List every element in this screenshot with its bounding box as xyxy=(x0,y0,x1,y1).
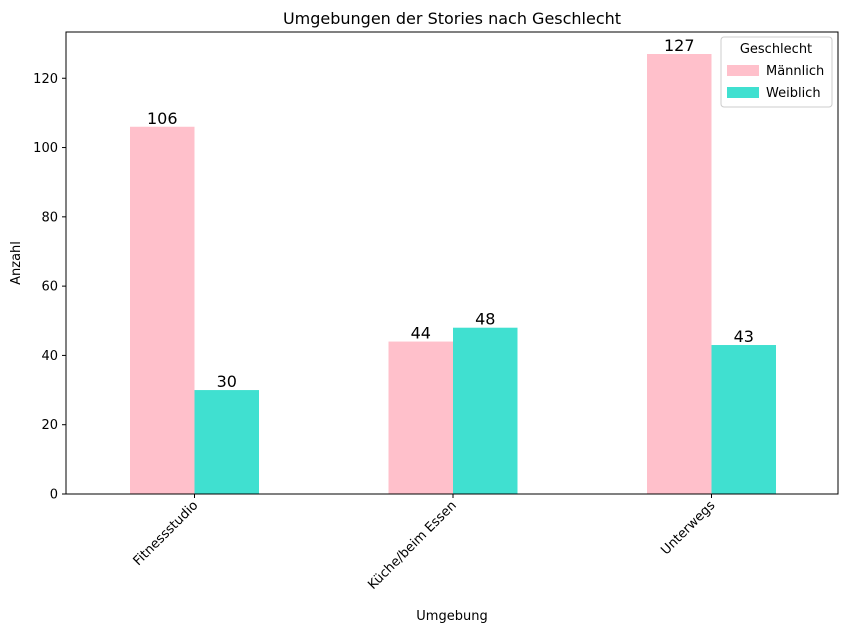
bar-k-che-beim-essen-male xyxy=(388,341,453,494)
y-axis: 0 20 40 60 80 100 120 xyxy=(33,72,66,503)
y-tick-label: 80 xyxy=(41,210,58,225)
data-label: 44 xyxy=(411,324,431,343)
data-label: 127 xyxy=(664,36,695,55)
data-label: 48 xyxy=(475,310,495,329)
legend-swatch-male xyxy=(727,65,759,76)
x-axis: Fitnessstudio Küche/beim Essen Unterwegs xyxy=(131,494,718,593)
data-label: 106 xyxy=(147,109,178,128)
bar-unterwegs-male xyxy=(647,54,712,494)
legend-label-male: Männlich xyxy=(766,64,824,79)
y-tick-label: 20 xyxy=(41,418,58,433)
y-tick-label: 60 xyxy=(41,280,58,295)
bar-unterwegs-female xyxy=(711,345,776,494)
legend-title: Geschlecht xyxy=(740,42,812,57)
x-axis-label: Umgebung xyxy=(416,609,487,624)
y-tick-label: 120 xyxy=(33,72,58,87)
chart-title: Umgebungen der Stories nach Geschlecht xyxy=(283,9,621,28)
data-labels-layer: 106 30 44 48 127 43 xyxy=(147,36,754,391)
y-axis-label: Anzahl xyxy=(9,241,24,285)
y-tick-label: 40 xyxy=(41,349,58,364)
bars-layer xyxy=(130,54,776,494)
x-tick-label: Fitnessstudio xyxy=(131,498,202,569)
bar-fitnessstudio-male xyxy=(130,126,195,494)
legend-swatch-female xyxy=(727,87,759,98)
bar-fitnessstudio-female xyxy=(194,390,259,494)
x-tick-label: Unterwegs xyxy=(658,498,718,558)
legend-label-female: Weiblich xyxy=(766,86,821,101)
data-label: 43 xyxy=(734,327,754,346)
plot-frame xyxy=(65,31,839,495)
y-tick-label: 0 xyxy=(50,488,58,503)
legend: Geschlecht Männlich Weiblich xyxy=(720,36,833,108)
x-tick-label: Küche/beim Essen xyxy=(365,498,459,592)
data-label: 30 xyxy=(217,372,237,391)
bar-k-che-beim-essen-female xyxy=(453,327,518,494)
y-tick-label: 100 xyxy=(33,141,58,156)
